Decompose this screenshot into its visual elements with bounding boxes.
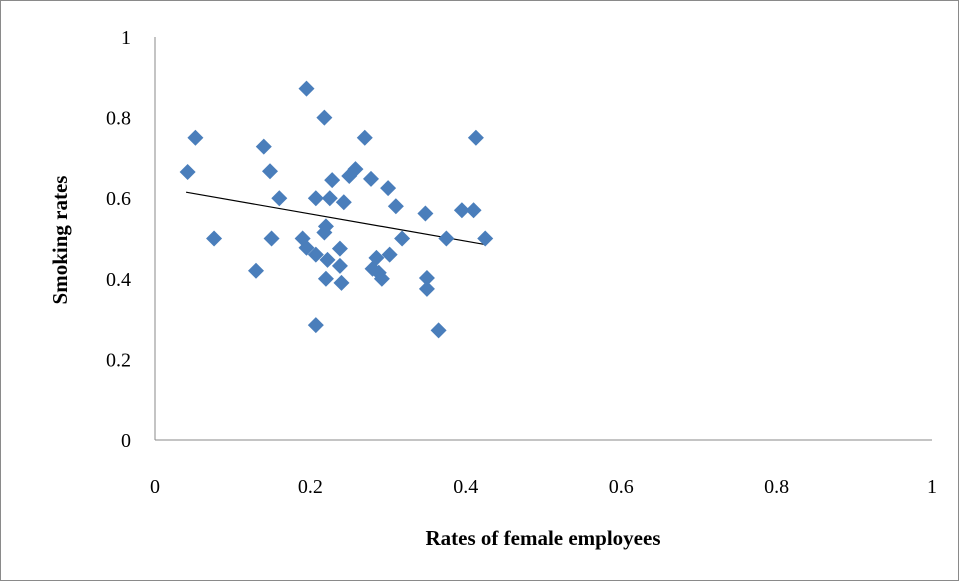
x-axis-title: Rates of female employees — [426, 526, 661, 550]
data-point — [248, 262, 265, 279]
data-point — [387, 198, 404, 215]
x-tick-label: 0 — [150, 476, 160, 498]
y-tick-label: 1 — [121, 27, 131, 49]
data-point — [307, 317, 324, 334]
data-point — [418, 269, 435, 286]
data-point — [381, 246, 398, 263]
data-point — [373, 270, 390, 287]
data-point — [438, 230, 455, 247]
data-point — [465, 202, 482, 219]
data-point — [261, 163, 278, 180]
y-axis-title: Smoking rates — [48, 176, 72, 305]
data-point — [319, 251, 336, 268]
data-point — [307, 190, 324, 207]
data-point — [430, 322, 447, 339]
data-point — [317, 270, 334, 287]
x-tick-label: 0.2 — [298, 476, 323, 498]
x-tick-label: 0.8 — [764, 476, 789, 498]
data-point — [206, 230, 223, 247]
data-point — [317, 218, 334, 235]
data-point — [380, 180, 397, 197]
data-point — [179, 164, 196, 181]
data-point — [417, 205, 434, 222]
data-point — [298, 80, 315, 97]
trendline — [185, 191, 486, 246]
data-point — [356, 129, 373, 146]
data-point — [453, 202, 470, 219]
trendline-group — [185, 191, 486, 246]
data-point — [394, 230, 411, 247]
data-point — [418, 280, 435, 297]
data-point — [255, 138, 272, 155]
data-point — [263, 230, 280, 247]
data-point — [298, 239, 315, 256]
y-tick-label: 0.6 — [106, 188, 131, 210]
y-tick-label: 0 — [121, 430, 131, 452]
data-point — [477, 230, 494, 247]
data-point — [331, 240, 348, 257]
x-tick-label: 1 — [927, 476, 937, 498]
y-tick-labels: 0 0.2 0.4 0.6 0.8 1 — [106, 27, 131, 452]
data-point — [331, 257, 348, 274]
data-point — [368, 249, 385, 266]
data-point — [333, 274, 350, 291]
y-tick-label: 0.2 — [106, 349, 131, 371]
x-tick-label: 0.6 — [609, 476, 634, 498]
data-point — [271, 190, 288, 207]
y-tick-label: 0.4 — [106, 269, 131, 291]
axes — [154, 37, 932, 441]
data-point — [316, 109, 333, 126]
x-tick-label: 0.4 — [453, 476, 478, 498]
data-point — [467, 129, 484, 146]
data-point — [363, 170, 380, 187]
y-tick-label: 0.8 — [106, 108, 131, 130]
data-point — [307, 246, 324, 263]
x-tick-labels: 0 0.2 0.4 0.6 0.8 1 — [150, 476, 937, 498]
data-point — [347, 161, 364, 178]
data-points — [179, 80, 494, 339]
data-point — [324, 172, 341, 189]
data-point — [335, 194, 352, 211]
data-point — [321, 190, 338, 207]
data-point — [187, 129, 204, 146]
